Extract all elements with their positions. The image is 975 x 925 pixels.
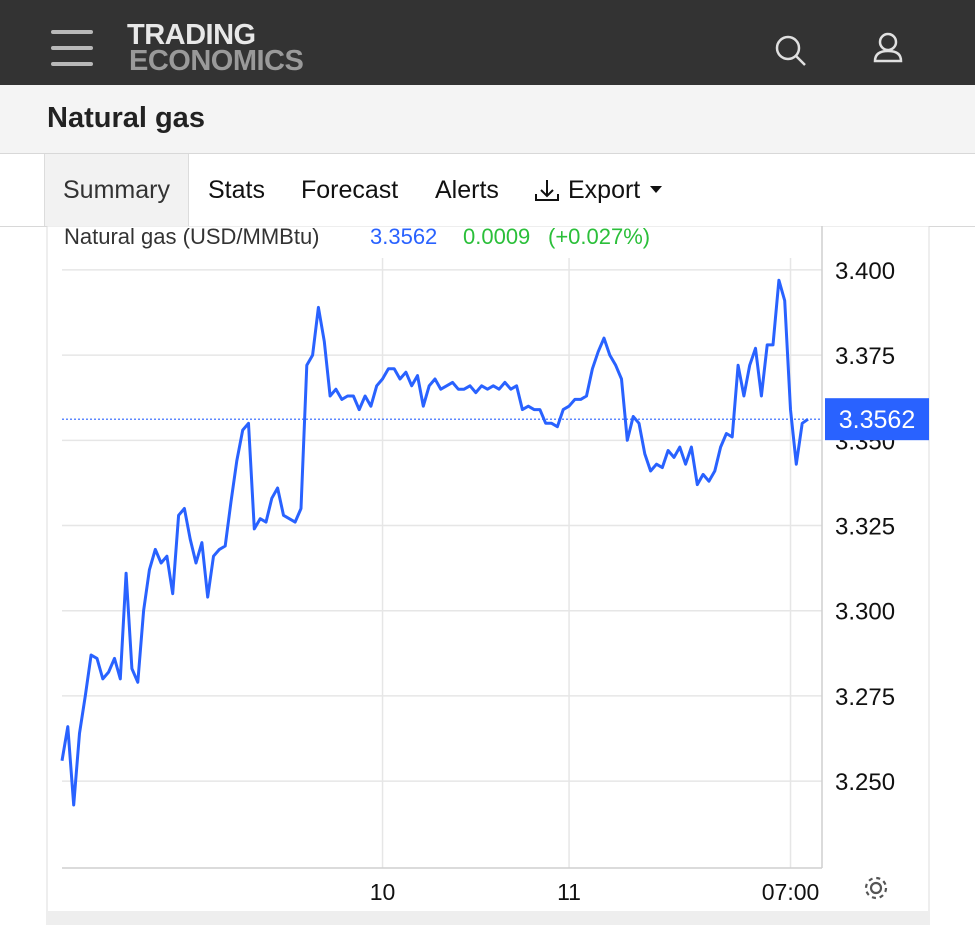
title-bar (0, 85, 975, 154)
logo-top[interactable]: TRADING (127, 19, 256, 51)
user-icon[interactable] (873, 32, 903, 63)
legend-price: 3.3562 (370, 226, 437, 249)
x-tick-label: 10 (370, 879, 396, 905)
y-tick-label: 3.325 (835, 514, 895, 541)
menu-icon[interactable] (51, 30, 93, 66)
tab[interactable]: Alerts (435, 176, 499, 204)
tab[interactable]: Stats (208, 176, 265, 204)
y-tick-label: 3.275 (835, 684, 895, 711)
price-line (60, 278, 809, 807)
search-icon[interactable] (775, 35, 806, 66)
header-icons (51, 30, 903, 66)
legend-change-pct: (+0.027%) (548, 226, 650, 249)
y-tick-label: 3.375 (835, 343, 895, 370)
y-tick-label: 3.250 (835, 769, 895, 796)
chart-panel (46, 226, 930, 925)
top-bar (0, 0, 975, 85)
export-button[interactable]: Export (568, 176, 641, 204)
price-tag (825, 398, 929, 441)
legend-name: Natural gas (USD/MMBtu) (64, 226, 320, 249)
y-tick-label: 3.400 (835, 258, 895, 285)
tab[interactable]: Forecast (301, 176, 399, 204)
x-tick-label: 07:00 (762, 879, 820, 905)
legend-change: 0.0009 (463, 226, 530, 249)
tab[interactable]: Summary (44, 154, 189, 226)
logo-bottom[interactable]: ECONOMICS (129, 45, 304, 77)
panel-footer (48, 911, 928, 925)
page-title: Natural gas (47, 102, 205, 134)
x-tick-label: 11 (557, 879, 581, 905)
y-tick-label: 3.300 (835, 599, 895, 626)
price-tag-label: 3.3562 (839, 406, 915, 434)
settings-icon[interactable] (864, 876, 888, 900)
